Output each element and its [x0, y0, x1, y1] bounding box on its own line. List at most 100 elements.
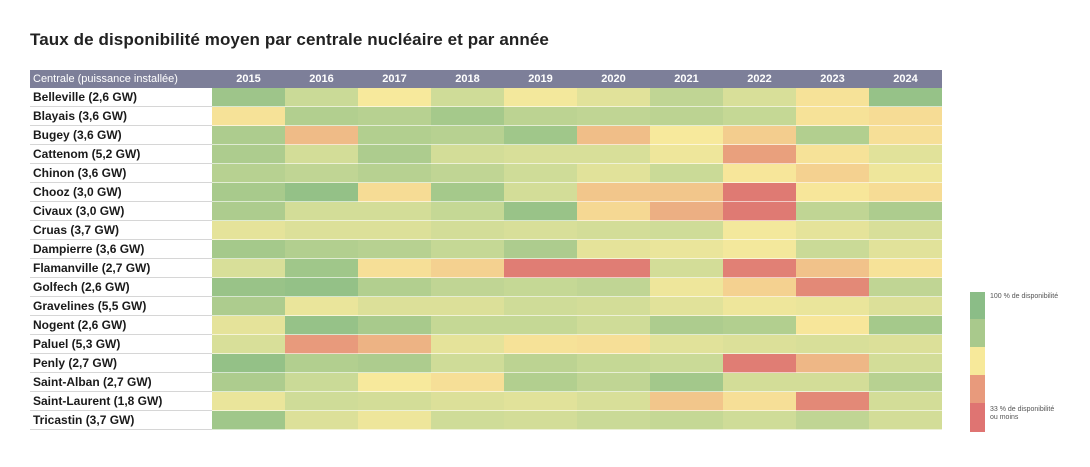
plant-label: Saint-Laurent (1,8 GW): [30, 391, 212, 411]
plant-label: Gravelines (5,5 GW): [30, 296, 212, 316]
heatmap-cell: [650, 220, 723, 240]
year-header-2016: 2016: [285, 70, 358, 88]
year-header-2023: 2023: [796, 70, 869, 88]
heatmap-cell: [285, 88, 358, 107]
heatmap-cell: [723, 353, 796, 373]
heatmap-cell: [796, 334, 869, 354]
heatmap-cell: [577, 201, 650, 221]
heatmap-cell: [504, 182, 577, 202]
heatmap-cell: [212, 372, 285, 392]
heatmap-cell: [869, 182, 942, 202]
year-header-2020: 2020: [577, 70, 650, 88]
heatmap-cell: [358, 220, 431, 240]
heatmap-cell: [577, 277, 650, 297]
table-row: Civaux (3,0 GW): [30, 201, 942, 221]
heatmap-cell: [723, 201, 796, 221]
heatmap-cell: [285, 220, 358, 240]
heatmap-cell: [869, 88, 942, 107]
heatmap-cell: [650, 182, 723, 202]
legend-swatch-mid-low: [970, 375, 985, 403]
plant-label: Cruas (3,7 GW): [30, 220, 212, 240]
heatmap-cell: [504, 163, 577, 183]
legend-swatch-mid: [970, 347, 985, 375]
heatmap-cell: [504, 277, 577, 297]
heatmap-cell: [431, 106, 504, 126]
table-row: Cattenom (5,2 GW): [30, 144, 942, 164]
heatmap-cell: [577, 391, 650, 411]
heatmap-cell: [869, 163, 942, 183]
heatmap-cell: [650, 372, 723, 392]
heatmap-cell: [650, 296, 723, 316]
table-row: Chooz (3,0 GW): [30, 182, 942, 202]
heatmap-cell: [796, 277, 869, 297]
table-row: Gravelines (5,5 GW): [30, 296, 942, 316]
heatmap-cell: [577, 239, 650, 259]
heatmap-cell: [796, 201, 869, 221]
heatmap-cell: [869, 220, 942, 240]
heatmap-cell: [431, 144, 504, 164]
heatmap-cell: [796, 410, 869, 430]
table-row: Blayais (3,6 GW): [30, 106, 942, 126]
heatmap-cell: [577, 372, 650, 392]
year-header-2015: 2015: [212, 70, 285, 88]
heatmap-cell: [650, 353, 723, 373]
plant-label: Golfech (2,6 GW): [30, 277, 212, 297]
plant-label: Civaux (3,0 GW): [30, 201, 212, 221]
heatmap-cell: [358, 144, 431, 164]
heatmap-cell: [723, 182, 796, 202]
table-row: Dampierre (3,6 GW): [30, 239, 942, 259]
heatmap-cell: [285, 353, 358, 373]
heatmap-cell: [504, 258, 577, 278]
table-row: Chinon (3,6 GW): [30, 163, 942, 183]
heatmap-cell: [212, 353, 285, 373]
heatmap-cell: [285, 277, 358, 297]
heatmap-cell: [358, 334, 431, 354]
row-header-label: Centrale (puissance installée): [30, 70, 212, 88]
heatmap-cell: [431, 258, 504, 278]
table-row: Belleville (2,6 GW): [30, 88, 942, 107]
heatmap-cell: [504, 125, 577, 145]
heatmap-cell: [577, 88, 650, 107]
heatmap-cell: [358, 258, 431, 278]
heatmap-cell: [796, 391, 869, 411]
heatmap-cell: [723, 391, 796, 411]
heatmap-cell: [358, 315, 431, 335]
table-row: Penly (2,7 GW): [30, 353, 942, 373]
heatmap-cell: [358, 391, 431, 411]
heatmap-cell: [358, 372, 431, 392]
heatmap-cell: [504, 106, 577, 126]
heatmap-cell: [723, 258, 796, 278]
heatmap-cell: [431, 88, 504, 107]
heatmap-cell: [723, 334, 796, 354]
heatmap-cell: [285, 125, 358, 145]
heatmap-cell: [212, 125, 285, 145]
color-legend: [970, 292, 990, 432]
heatmap-cell: [796, 106, 869, 126]
heatmap-cell: [285, 334, 358, 354]
plant-label: Chinon (3,6 GW): [30, 163, 212, 183]
heatmap-cell: [285, 182, 358, 202]
heatmap-cell: [212, 182, 285, 202]
heatmap-cell: [285, 106, 358, 126]
year-header-2022: 2022: [723, 70, 796, 88]
heatmap-cell: [212, 220, 285, 240]
heatmap-cell: [577, 182, 650, 202]
heatmap-cell: [504, 391, 577, 411]
heatmap-cell: [650, 125, 723, 145]
heatmap-cell: [723, 239, 796, 259]
heatmap-cell: [869, 277, 942, 297]
legend-swatch-high: [970, 292, 985, 319]
heatmap-cell: [431, 353, 504, 373]
plant-label: Bugey (3,6 GW): [30, 125, 212, 145]
heatmap-cell: [431, 372, 504, 392]
heatmap-cell: [285, 372, 358, 392]
heatmap-cell: [723, 125, 796, 145]
legend-top-label: 100 % de disponibilité: [990, 293, 1059, 300]
heatmap-cell: [577, 353, 650, 373]
legend-swatch-low: [970, 403, 985, 432]
heatmap-cell: [358, 410, 431, 430]
table-row: Saint-Laurent (1,8 GW): [30, 391, 942, 411]
table-row: Tricastin (3,7 GW): [30, 410, 942, 430]
heatmap-cell: [358, 239, 431, 259]
heatmap-cell: [431, 315, 504, 335]
